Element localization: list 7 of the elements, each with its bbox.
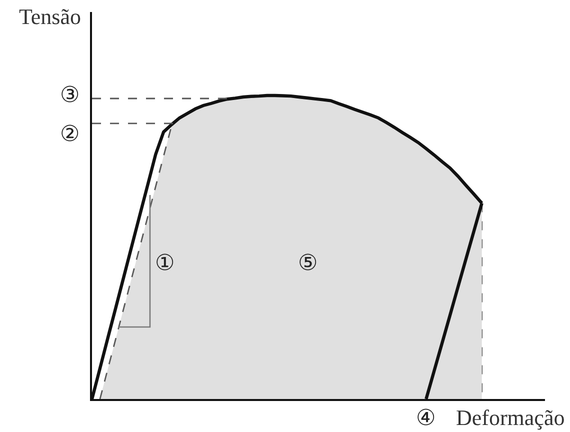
annotation: ① (155, 250, 175, 275)
x-axis-title: Deformação (456, 405, 565, 430)
text: ④ (416, 405, 436, 430)
y-axis-title: Tensão (19, 4, 81, 29)
ref-line-label: ② (60, 121, 80, 146)
annotation: ⑤ (298, 250, 318, 275)
ref-line-label: ③ (60, 82, 80, 107)
